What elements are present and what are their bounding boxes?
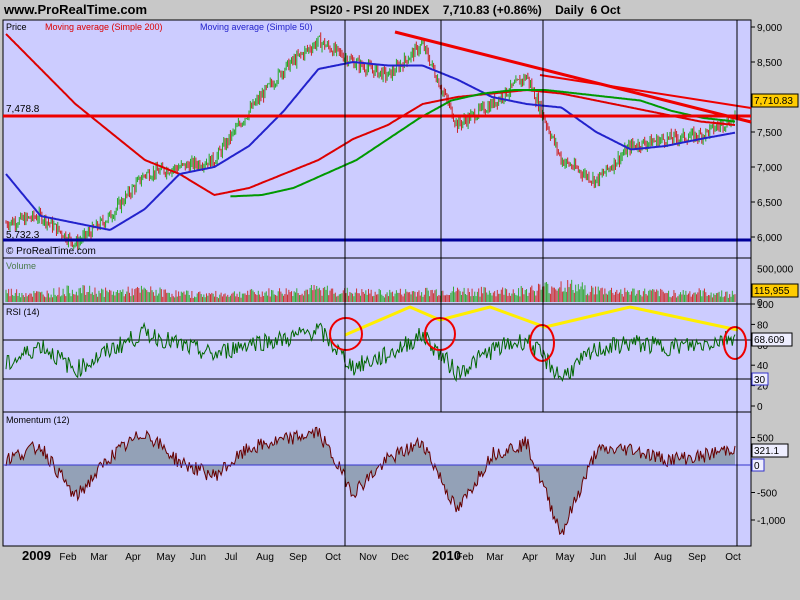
momentum-last-box: 321.1 0 <box>751 443 789 472</box>
x-axis-label: Sep <box>289 552 307 563</box>
x-axis-label: Oct <box>325 552 341 563</box>
momentum-panel: Momentum (12) <box>2 411 752 547</box>
x-axis-label: Sep <box>688 552 706 563</box>
x-axis-label: Jun <box>190 552 206 563</box>
price-axis-tick: 6,000 <box>757 233 782 244</box>
ma-green-line <box>230 89 736 198</box>
rsi-last: 68.609 <box>754 335 785 346</box>
momentum-axis-tick: 500 <box>757 434 774 445</box>
momentum-axis-tick: -1,000 <box>757 516 786 527</box>
x-axis-label: Nov <box>359 552 377 563</box>
volume-axis-tick: 0 <box>757 298 763 309</box>
momentum-axis-tick: -500 <box>757 489 777 500</box>
momentum-label: Momentum (12) <box>6 415 70 425</box>
rsi-circle-3 <box>529 324 555 362</box>
x-axis-label: Dec <box>391 552 409 563</box>
rsi-circle-1 <box>329 317 363 351</box>
x-axis-label: Aug <box>654 552 672 563</box>
downtrend-line-1 <box>394 30 752 124</box>
volume-label: Volume <box>6 261 36 271</box>
rsi-circle-4 <box>723 326 747 360</box>
x-axis-label: Jul <box>225 552 238 563</box>
volume-axis-tick: 500,000 <box>757 265 794 276</box>
rsi-axis-tick: 80 <box>757 320 769 331</box>
rsi-axis-tick: 0 <box>757 402 763 413</box>
price-panel-bg <box>2 19 752 259</box>
x-axis-label: Oct <box>725 552 741 563</box>
rsi-axis-tick: 20 <box>757 382 769 393</box>
price-axis-tick: 6,500 <box>757 198 782 209</box>
x-axis: 2009 Feb Mar Apr May Jun Jul Aug Sep Oct Nov Dec 201… <box>22 548 741 563</box>
x-axis-label: Feb <box>59 552 77 563</box>
rsi-divergence-line <box>344 305 739 337</box>
price-axis-tick: 8,500 <box>757 58 782 69</box>
x-axis-label: 2010 <box>432 548 461 563</box>
x-axis-label: Mar <box>90 552 108 563</box>
price-axis-tick: 7,500 <box>757 128 782 139</box>
x-axis-label: May <box>157 552 176 563</box>
momentum-area <box>6 427 735 535</box>
price-panel: Price Moving average (Simple 200) Moving… <box>2 19 752 259</box>
site-name[interactable]: www.ProRealTime.com <box>4 2 148 17</box>
x-axis-label: Apr <box>522 552 538 563</box>
rsi-axis-tick: 40 <box>757 361 769 372</box>
price-axis-tick: 7,000 <box>757 163 782 174</box>
volume-last: 115,955 <box>754 286 790 297</box>
momentum-line <box>5 426 736 535</box>
chart-title: PSI20 - PSI 20 INDEX 7,710.83 (+0.86%) D… <box>310 3 621 17</box>
rsi-line <box>5 321 736 383</box>
rsi-axis-tick: 100 <box>757 300 774 311</box>
momentum-panel-bg <box>2 411 752 547</box>
x-axis-label: Jul <box>624 552 637 563</box>
rsi-panel: RSI (14) <box>2 303 752 413</box>
x-axis-label: Jun <box>590 552 606 563</box>
rsi-last-box: 68.609 30 <box>751 332 793 386</box>
ma50-legend: Moving average (Simple 50) <box>200 22 313 32</box>
x-axis-label: Apr <box>125 552 141 563</box>
ma50-line <box>5 61 736 231</box>
volume-panel: Volume <box>2 257 752 305</box>
x-axis-label: May <box>556 552 575 563</box>
downtrend-line-2 <box>539 74 752 109</box>
momentum-last: 321.1 <box>754 446 779 457</box>
vertical-markers <box>344 20 738 546</box>
header-bar: www.ProRealTime.com PSI20 - PSI 20 INDEX… <box>0 0 800 20</box>
ma200-legend: Moving average (Simple 200) <box>45 22 163 32</box>
last-price: 7,710.83 <box>754 96 793 107</box>
resistance-label: 7,478.8 <box>6 104 40 115</box>
credit-label[interactable]: © ProRealTime.com <box>6 246 96 257</box>
x-axis-label: Mar <box>486 552 504 563</box>
momentum-zero: 0 <box>754 461 760 472</box>
x-axis-label: 2009 <box>22 548 51 563</box>
x-axis-label: Feb <box>456 552 474 563</box>
rsi-marker: 30 <box>754 375 766 386</box>
support-label: 5,732.3 <box>6 230 40 241</box>
rsi-label: RSI (14) <box>6 307 40 317</box>
rsi-circle-2 <box>424 317 456 351</box>
x-axis-label: Aug <box>256 552 274 563</box>
price-axis-tick: 9,000 <box>757 23 782 34</box>
volume-bars <box>5 279 736 302</box>
volume-last-box: 115,955 <box>751 283 799 298</box>
price-label: Price <box>6 22 27 32</box>
ma200-line <box>5 33 736 197</box>
price-last-box: 7,710.83 <box>751 93 799 108</box>
